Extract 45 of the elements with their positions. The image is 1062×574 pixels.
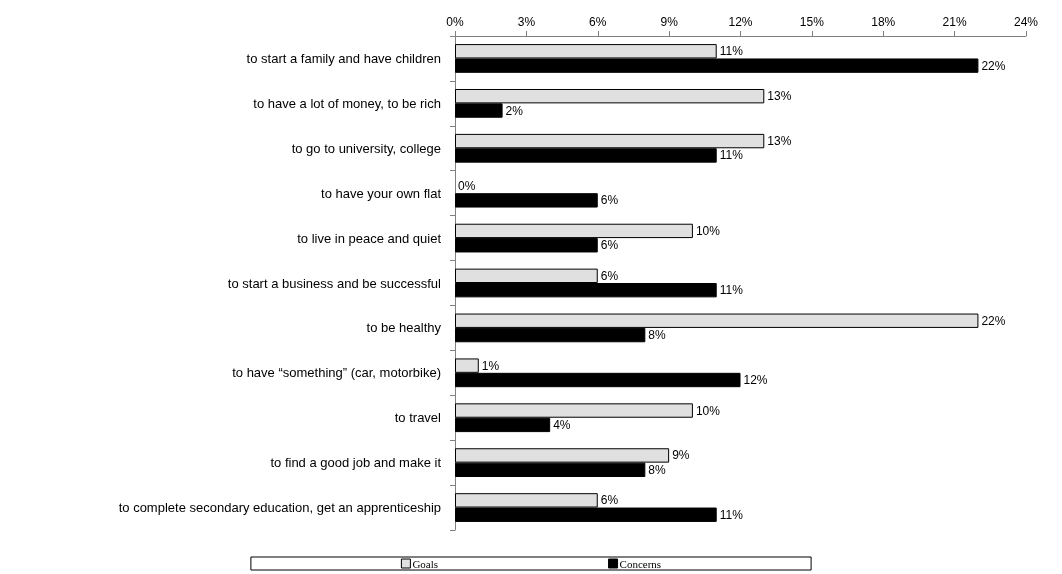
x-tick-label: 18% xyxy=(871,15,896,29)
data-label: 9% xyxy=(672,448,690,463)
data-label: 13% xyxy=(767,134,792,149)
data-label: 10% xyxy=(695,223,721,238)
y-tick-label: to live in peace and quiet xyxy=(297,230,442,246)
legend-label: Concerns xyxy=(619,557,662,570)
y-tick-label: to be healthy xyxy=(366,320,442,336)
data-label: 0% xyxy=(458,179,476,193)
data-label: 6% xyxy=(600,268,619,283)
data-label: 11% xyxy=(719,148,744,163)
data-label: 12% xyxy=(743,373,768,387)
x-tick-label: 24% xyxy=(1013,15,1039,29)
data-label: 22% xyxy=(981,58,1006,73)
x-tick-label: 15% xyxy=(799,15,825,29)
data-label: 8% xyxy=(648,328,667,343)
y-tick-label: to complete secondary education, get an apprenticeship xyxy=(118,500,441,516)
legend-label: Goals xyxy=(412,557,439,570)
data-label: 6% xyxy=(600,493,619,508)
data-label: 6% xyxy=(600,238,619,253)
data-label: 4% xyxy=(553,417,571,432)
x-tick-label: 12% xyxy=(728,15,753,29)
x-tick-label: 6% xyxy=(589,15,607,29)
y-tick-label: to start a family and have children xyxy=(246,50,441,66)
y-tick-label: to have a lot of money, to be rich xyxy=(253,95,441,111)
data-label: 13% xyxy=(767,89,792,104)
y-tick-label: to go to university, college xyxy=(291,140,441,156)
x-tick-label: 9% xyxy=(660,15,679,29)
data-label: 11% xyxy=(719,507,744,522)
data-label: 2% xyxy=(505,103,524,118)
data-label: 10% xyxy=(695,403,721,418)
data-label: 11% xyxy=(719,44,744,59)
y-tick-label: to travel xyxy=(394,410,442,426)
y-tick-label: to start a business and be successful xyxy=(227,275,442,291)
bar xyxy=(455,193,598,208)
x-tick-label: 3% xyxy=(517,15,536,29)
data-label: 1% xyxy=(481,358,500,373)
data-label: 22% xyxy=(981,313,1006,328)
y-tick-label: to find a good job and make it xyxy=(270,455,442,471)
x-tick-label: 21% xyxy=(942,15,967,29)
y-tick-label: to have your own flat xyxy=(321,185,442,201)
data-label: 6% xyxy=(600,193,619,208)
data-label: 11% xyxy=(719,283,744,298)
x-tick-label: 0% xyxy=(446,15,464,29)
data-label: 8% xyxy=(648,462,667,477)
y-tick-label: to have “something” (car, motorbike) xyxy=(232,365,441,381)
